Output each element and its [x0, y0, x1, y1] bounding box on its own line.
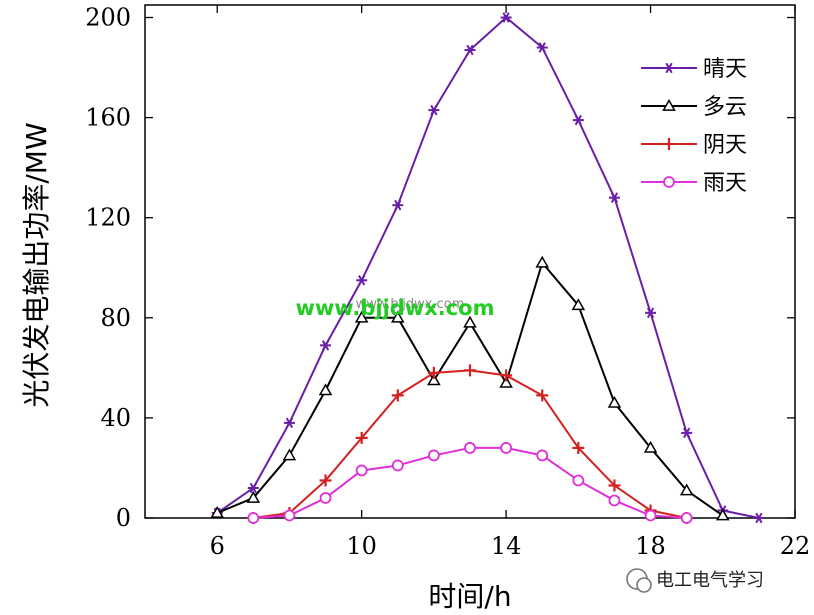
- series-1-line: [216, 16, 760, 519]
- series-4-line: [253, 446, 687, 519]
- series-1-point-marker-core: [648, 310, 653, 315]
- logo-caption: 电工电气学习: [656, 570, 764, 591]
- legend-label: 晴天: [703, 57, 747, 82]
- series-4-point-marker: [319, 492, 332, 504]
- logo-icon-inner: [636, 577, 652, 593]
- series-1-point-marker-core: [359, 278, 364, 283]
- series-4-point-marker: [644, 509, 657, 522]
- logo: 电工电气学习: [626, 568, 764, 593]
- series-4-point-marker: [680, 512, 693, 524]
- y-tick-label: 160: [85, 104, 131, 132]
- series-2-point-marker: [210, 505, 225, 518]
- x-tick-label: 14: [491, 532, 522, 560]
- series-1-point-marker-core: [395, 202, 400, 208]
- series-2-point-marker: [535, 255, 550, 268]
- y-axis-title: 光伏发电输出功率/MW: [20, 122, 53, 407]
- legend-label: 雨天: [703, 171, 747, 196]
- y-axis-ticks: 0 40 80 120 160 200: [85, 4, 795, 532]
- series-4-point-marker: [572, 474, 585, 487]
- series-2-point-marker: [463, 315, 477, 328]
- legend-swatch-marker-core: [666, 65, 672, 71]
- series-4-point-marker: [464, 442, 476, 454]
- plot-border: [144, 4, 796, 519]
- legend-item-4: 雨天: [641, 171, 747, 196]
- series-1-point-marker-core: [323, 343, 328, 348]
- series-4-point-marker: [500, 442, 513, 454]
- legend-label: 多云: [703, 95, 747, 120]
- series-2-point-marker: [499, 375, 513, 388]
- legend-item-1: 晴天: [641, 57, 747, 82]
- series-1-point-marker-core: [287, 420, 292, 426]
- series-2-point-marker: [679, 483, 694, 496]
- series-4-point-marker: [355, 464, 368, 477]
- series-1-point-marker-core: [756, 515, 762, 521]
- legend-swatch-marker: [662, 98, 676, 111]
- series-4-point-marker: [391, 459, 404, 472]
- y-tick-label: 120: [85, 204, 131, 232]
- series-1-point-marker-core: [576, 117, 581, 123]
- series-layer: [210, 12, 765, 524]
- series-2-point-marker: [246, 490, 261, 503]
- series-4-point-marker: [536, 449, 549, 462]
- plot-frame: [144, 4, 796, 519]
- series-4: [247, 442, 693, 524]
- series-4-point-marker: [247, 512, 260, 524]
- series-4-point-marker: [608, 494, 621, 507]
- series-1-point-marker-core: [431, 107, 437, 113]
- series-2: [210, 255, 730, 521]
- series-2-point-marker: [643, 440, 658, 453]
- series-1-point-marker-core: [467, 47, 473, 53]
- series-2-point-marker: [318, 383, 333, 396]
- watermark-ghost: www.bjjdwx.com: [356, 297, 465, 312]
- series-2-point-marker: [282, 448, 297, 461]
- x-tick-label: 18: [635, 532, 666, 560]
- series-4-point-marker: [283, 509, 296, 522]
- legend-item-2: 多云: [641, 95, 747, 120]
- x-tick-label: 10: [346, 532, 377, 560]
- series-2-point-marker: [571, 298, 586, 311]
- series-1-point-marker-core: [503, 15, 509, 20]
- series-2-point-marker: [715, 508, 730, 521]
- legend-item-3: 阴天: [641, 133, 747, 158]
- series-4-point-marker: [427, 449, 440, 462]
- series-1-point-marker-core: [684, 430, 689, 436]
- legend-swatch-marker: [663, 176, 675, 188]
- series-2-point-marker: [390, 310, 405, 323]
- series-2-point-marker: [427, 373, 441, 386]
- x-tick-label: 22: [780, 532, 811, 560]
- series-1-point-marker-core: [540, 45, 545, 50]
- x-axis-ticks: 6 10 14 18 22: [210, 5, 811, 560]
- y-tick-label: 200: [85, 4, 131, 32]
- y-tick-label: 0: [116, 504, 131, 532]
- x-tick-label: 6: [210, 532, 225, 560]
- series-1-point-marker-core: [251, 485, 256, 491]
- x-axis-title: 时间/h: [428, 580, 511, 613]
- watermark: www.bjjdwx.com: [296, 296, 495, 320]
- series-1-point-marker-core: [612, 195, 617, 200]
- legend-label: 阴天: [703, 133, 747, 158]
- series-2-point-marker: [354, 310, 369, 323]
- series-2-point-marker: [607, 395, 622, 408]
- y-tick-label: 80: [100, 304, 131, 332]
- y-tick-label: 40: [100, 404, 131, 432]
